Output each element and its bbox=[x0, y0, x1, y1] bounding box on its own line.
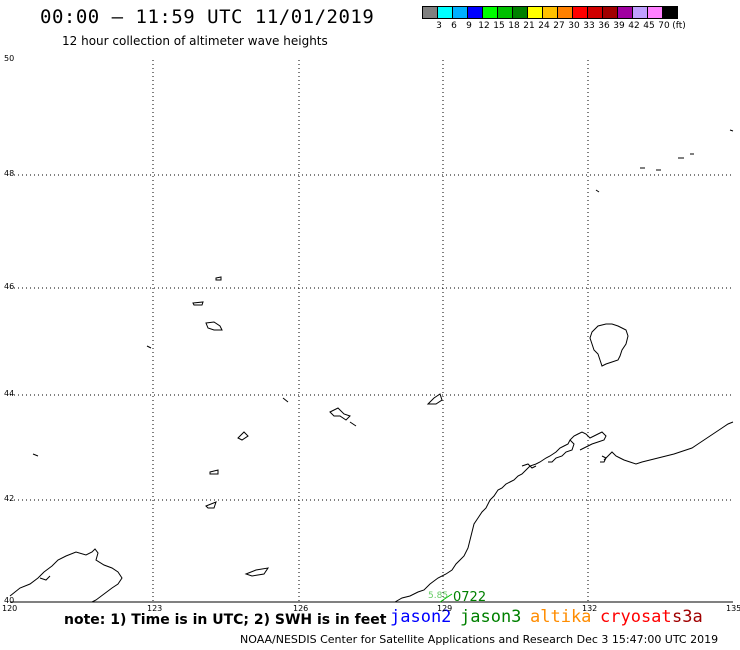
legend-jason3: jason3 bbox=[460, 607, 522, 627]
longitude-tick-label: 135 bbox=[726, 604, 740, 613]
colorbar-tick-label: 70 bbox=[658, 21, 670, 31]
colorbar-tick-label: 27 bbox=[553, 21, 565, 31]
legend-jason2: jason2 bbox=[390, 607, 452, 627]
altimeter-pass bbox=[439, 593, 453, 603]
coastline-southwest-inlet bbox=[39, 575, 51, 581]
longitude-tick-label: 132 bbox=[582, 604, 598, 613]
colorbar-tick-label: 39 bbox=[613, 21, 625, 31]
colorbar-tick-label: 45 bbox=[643, 21, 655, 31]
island-3 bbox=[205, 321, 223, 331]
longitude-tick-label: 126 bbox=[293, 604, 309, 613]
island-1 bbox=[215, 276, 222, 281]
island-8 bbox=[426, 393, 443, 405]
pass-time-label: 0722 bbox=[453, 590, 487, 605]
coastline-east bbox=[603, 421, 734, 465]
island-5 bbox=[282, 397, 289, 403]
island-large-east bbox=[589, 323, 629, 367]
coastline-east-bits bbox=[600, 455, 607, 463]
island-10 bbox=[32, 453, 39, 457]
latitude-tick-label: 40 bbox=[4, 596, 15, 605]
colorbar-tick-label: (ft) bbox=[672, 21, 686, 31]
coastline-gulf bbox=[548, 439, 575, 463]
coastline-southwest bbox=[9, 548, 123, 603]
graticule bbox=[10, 60, 733, 602]
longitude-tick-label: 123 bbox=[147, 604, 163, 613]
credit-line: NOAA/NESDIS Center for Satellite Applica… bbox=[240, 633, 719, 646]
footnote: note: 1) Time is in UTC; 2) SWH is in fe… bbox=[64, 612, 387, 628]
legend-altika: altika bbox=[530, 607, 592, 627]
coastline-main bbox=[394, 431, 607, 603]
pass-height-label: 5.85 bbox=[428, 591, 449, 601]
latitude-tick-label: 42 bbox=[4, 494, 15, 503]
map-subtitle: 12 hour collection of altimeter wave hei… bbox=[62, 34, 328, 48]
wave-height-colorbar bbox=[422, 6, 678, 19]
legend-s3a: s3a bbox=[672, 607, 703, 627]
island-9 bbox=[237, 431, 249, 441]
colorbar-tick-label: 18 bbox=[508, 21, 520, 31]
colorbar-tick-label: 36 bbox=[598, 21, 610, 31]
island-11 bbox=[209, 469, 219, 475]
colorbar-tick-label: 12 bbox=[478, 21, 490, 31]
coastline-inner-bay bbox=[521, 463, 537, 469]
island-13 bbox=[244, 567, 270, 577]
latitude-tick-label: 44 bbox=[4, 389, 15, 398]
colorbar-tick-label: 42 bbox=[628, 21, 640, 31]
coastlines bbox=[9, 129, 734, 603]
island-4 bbox=[146, 345, 152, 349]
colorbar-tick-label: 30 bbox=[568, 21, 580, 31]
island-7 bbox=[349, 421, 357, 427]
latitude-tick-label: 50 bbox=[4, 54, 15, 63]
legend-cryosat: cryosat bbox=[600, 607, 672, 627]
island-6 bbox=[329, 407, 351, 421]
colorbar-tick-label: 33 bbox=[583, 21, 595, 31]
latitude-tick-label: 48 bbox=[4, 169, 15, 178]
island-12 bbox=[205, 501, 217, 509]
island-edge-ne bbox=[729, 129, 734, 132]
island-small-ne-1 bbox=[595, 189, 600, 193]
colorbar-tick-label: 15 bbox=[493, 21, 505, 31]
colorbar-tick-label: 24 bbox=[538, 21, 550, 31]
pass-track-jason3 bbox=[439, 593, 453, 603]
island-2 bbox=[192, 301, 204, 306]
colorbar-labels: 3 6 9 12 15 18 21 24 27 30 33 36 39 42 45 70 (ft) bbox=[422, 21, 740, 33]
latitude-tick-label: 46 bbox=[4, 282, 15, 291]
colorbar-tick-label: 9 bbox=[466, 21, 472, 31]
colorbar-tick-label: 6 bbox=[451, 21, 457, 31]
colorbar-swatch bbox=[662, 6, 678, 19]
colorbar-tick-label: 21 bbox=[523, 21, 535, 31]
map-title: 00:00 – 11:59 UTC 11/01/2019 bbox=[40, 6, 375, 28]
colorbar-tick-label: 3 bbox=[436, 21, 442, 31]
longitude-tick-label: 120 bbox=[2, 604, 18, 613]
longitude-tick-label: 129 bbox=[437, 604, 453, 613]
